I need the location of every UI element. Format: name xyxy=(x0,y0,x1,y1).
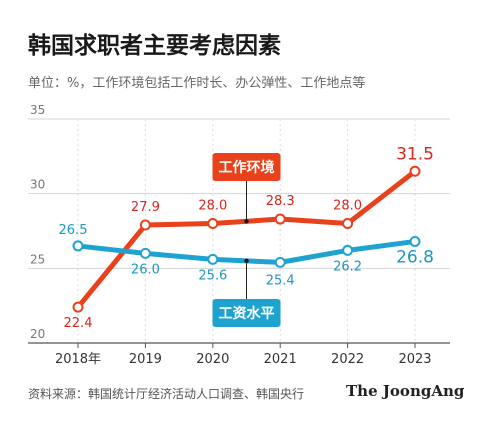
chart-subtitle: 单位：%，工作环境包括工作时长、办公弹性、工作地点等 xyxy=(28,76,366,91)
data-label: 27.9 xyxy=(131,200,160,215)
chart-title: 韩国求职者主要考虑因素 xyxy=(28,33,281,59)
y-tick-label: 25 xyxy=(30,252,45,266)
x-tick-label: 2021 xyxy=(264,352,297,367)
data-point xyxy=(409,165,421,177)
legend-work-environment-box xyxy=(212,153,281,181)
data-point xyxy=(342,244,354,256)
data-point xyxy=(72,301,84,313)
legend-wage-level-label: 工资水平 xyxy=(219,305,275,322)
legend-wage-level-box xyxy=(212,299,281,327)
data-point xyxy=(207,253,219,265)
data-point xyxy=(72,240,84,252)
data-point xyxy=(139,247,151,259)
data-point xyxy=(409,235,421,247)
legend-work-environment-label: 工作环境 xyxy=(219,159,275,176)
x-tick-label: 2022 xyxy=(331,352,364,367)
x-tick-label: 2018年 xyxy=(55,352,101,367)
data-point xyxy=(139,219,151,231)
data-point xyxy=(274,213,286,225)
data-label: 28.3 xyxy=(266,194,295,209)
data-label: 28.0 xyxy=(198,199,227,214)
legend-work-environment-anchor-dot xyxy=(244,219,249,224)
x-tick-label: 2020 xyxy=(196,352,229,367)
data-label: 28.0 xyxy=(333,199,362,214)
data-label: 26.2 xyxy=(333,259,362,274)
y-tick-label: 30 xyxy=(30,178,45,192)
data-point xyxy=(207,218,219,230)
data-label: 25.4 xyxy=(266,273,295,288)
legend-wage-level-anchor-dot xyxy=(244,258,249,264)
data-label: 26.0 xyxy=(131,262,160,277)
data-point xyxy=(342,218,354,230)
y-tick-label: 35 xyxy=(30,103,45,117)
data-label: 25.6 xyxy=(198,268,227,283)
x-tick-label: 2019 xyxy=(129,352,162,367)
data-label: 26.5 xyxy=(59,223,88,238)
source-note: 资料来源：韩国统计厅经济活动人口调查、韩国央行 xyxy=(28,387,305,401)
x-tick-label: 2023 xyxy=(398,352,431,367)
data-point xyxy=(274,256,286,268)
data-label: 31.5 xyxy=(396,144,434,164)
y-tick-label: 20 xyxy=(30,327,45,341)
brand-logo: The JoongAng xyxy=(346,382,465,400)
data-label: 22.4 xyxy=(64,316,93,331)
data-label: 26.8 xyxy=(396,247,434,267)
